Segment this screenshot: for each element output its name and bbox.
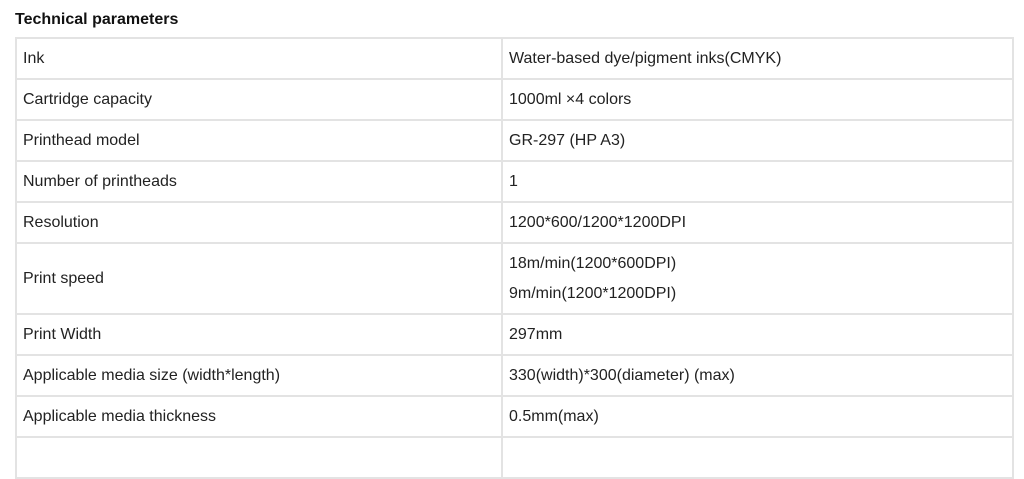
param-label: Applicable media size (width*length) [15, 354, 503, 397]
table-row: Number of printheads 1 [15, 160, 1014, 203]
table-row: Ink Water-based dye/pigment inks(CMYK) [15, 37, 1014, 80]
param-value: 0.5mm(max) [501, 395, 1014, 438]
table-row: Printhead model GR-297 (HP A3) [15, 119, 1014, 162]
param-label: Resolution [15, 201, 503, 244]
table-row-partial [15, 436, 1014, 479]
param-value: 1200*600/1200*1200DPI [501, 201, 1014, 244]
param-value: 297mm [501, 313, 1014, 356]
param-value: 18m/min(1200*600DPI) 9m/min(1200*1200DPI) [501, 242, 1014, 315]
param-value: Water-based dye/pigment inks(CMYK) [501, 37, 1014, 80]
table-row: Print speed 18m/min(1200*600DPI) 9m/min(12… [15, 242, 1014, 315]
section-title: Technical parameters [15, 11, 179, 28]
param-value: GR-297 (HP A3) [501, 119, 1014, 162]
param-value: 1000ml ×4 colors [501, 78, 1014, 121]
param-value-line: 9m/min(1200*1200DPI) [509, 284, 677, 302]
table-row: Cartridge capacity 1000ml ×4 colors [15, 78, 1014, 121]
param-value: 330(width)*300(diameter) (max) [501, 354, 1014, 397]
param-label: Print speed [15, 242, 503, 315]
param-label: Cartridge capacity [15, 78, 503, 121]
table-row: Resolution 1200*600/1200*1200DPI [15, 201, 1014, 244]
param-label: Number of printheads [15, 160, 503, 203]
param-value [501, 436, 1014, 479]
technical-parameters-table: Ink Water-based dye/pigment inks(CMYK) Car… [15, 37, 1014, 479]
param-value-line: 18m/min(1200*600DPI) [509, 254, 677, 272]
table-row: Print Width 297mm [15, 313, 1014, 356]
param-label [15, 436, 503, 479]
param-label: Ink [15, 37, 503, 80]
table-row: Applicable media thickness 0.5mm(max) [15, 395, 1014, 438]
param-value: 1 [501, 160, 1014, 203]
table-row: Applicable media size (width*length) 330(… [15, 354, 1014, 397]
param-label: Print Width [15, 313, 503, 356]
param-label: Applicable media thickness [15, 395, 503, 438]
param-label: Printhead model [15, 119, 503, 162]
